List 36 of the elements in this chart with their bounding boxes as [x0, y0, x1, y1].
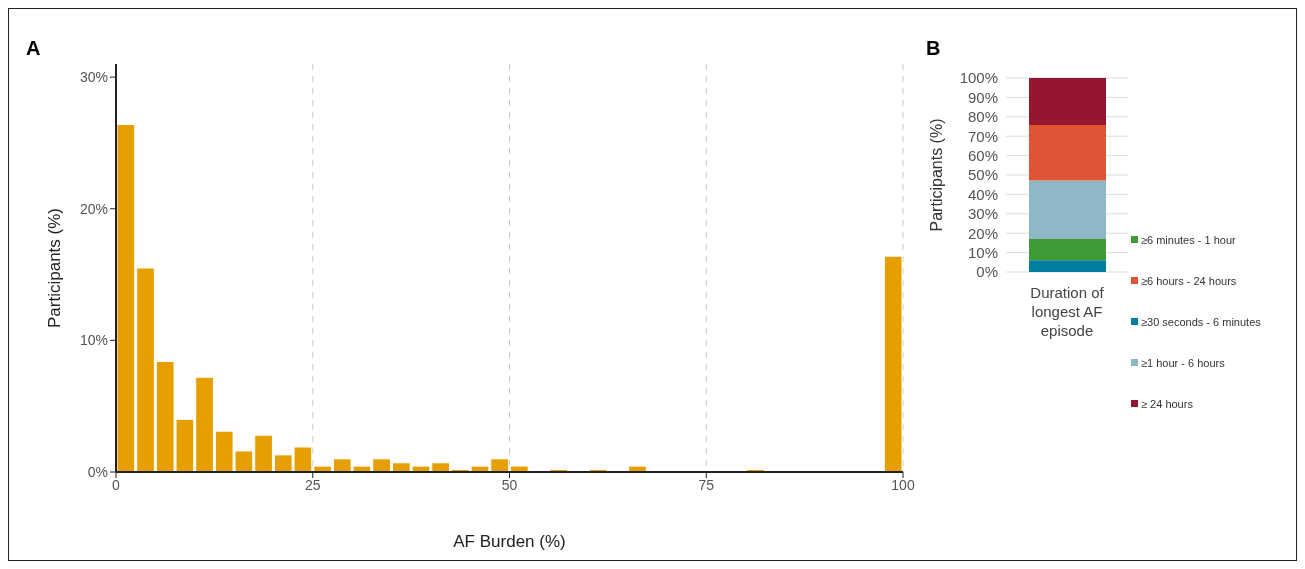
x-tick-label: 25 — [304, 476, 321, 493]
x-tick-label: 0 — [112, 476, 121, 493]
bar — [1029, 180, 1106, 240]
y-axis-title: Participants (%) — [45, 208, 65, 328]
y-tick-label: 20% — [79, 200, 108, 217]
bar — [1029, 260, 1106, 272]
y-axis-title: Participants (%) — [927, 118, 945, 232]
y-tick-label: 40% — [967, 185, 998, 203]
y-tick-label: 20% — [967, 224, 998, 242]
chart-title: B — [926, 37, 941, 60]
y-tick-label: 0% — [976, 263, 998, 281]
x-tick-label: 75 — [698, 476, 715, 493]
legend-label: ≥6 hours - 24 hours — [1141, 274, 1237, 287]
legend-label: ≥30 seconds - 6 minutes — [1141, 315, 1261, 328]
y-tick-label: 60% — [967, 146, 998, 164]
x-tick-label: Duration of longest AF episode — [1030, 284, 1105, 339]
x-axis-title: AF Burden (%) — [453, 532, 566, 551]
y-tick-label: 0% — [87, 463, 108, 480]
y-tick-label: 80% — [967, 108, 998, 126]
y-tick-label: 30% — [967, 205, 998, 223]
y-tick-label: 100% — [959, 69, 998, 87]
y-tick-label: 50% — [967, 166, 998, 184]
y-tick-label: 70% — [967, 127, 998, 145]
y-tick-label: 10% — [967, 243, 998, 261]
x-tick-label: 50 — [501, 476, 518, 493]
chart-title: A — [26, 37, 41, 60]
x-tick-label: 100 — [891, 476, 915, 493]
legend-label: ≥6 minutes - 1 hour — [1141, 233, 1236, 246]
y-tick-label: 30% — [79, 69, 108, 86]
legend-label: ≥ 24 hours — [1141, 397, 1193, 410]
bar — [1029, 239, 1106, 261]
bar — [1029, 78, 1106, 125]
bar — [1029, 124, 1106, 181]
legend-label: ≥1 hour - 6 hours — [1141, 356, 1225, 369]
y-tick-label: 90% — [967, 88, 998, 106]
y-tick-label: 10% — [79, 332, 108, 349]
